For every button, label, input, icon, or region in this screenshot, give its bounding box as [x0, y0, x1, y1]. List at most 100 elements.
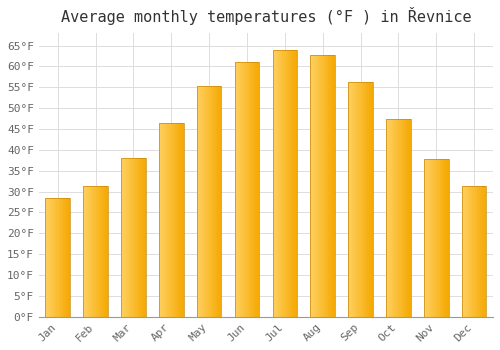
Bar [274, 50, 275, 317]
Bar [127, 158, 128, 317]
Bar [48, 198, 50, 317]
Bar [462, 186, 464, 317]
Bar [310, 55, 311, 317]
Bar [102, 186, 103, 317]
Bar [279, 50, 280, 317]
Bar [251, 62, 252, 317]
Bar [206, 86, 208, 317]
Bar [288, 50, 289, 317]
Bar [398, 119, 399, 317]
Bar [174, 123, 176, 317]
Bar [349, 82, 350, 317]
Bar [395, 119, 396, 317]
Bar [220, 86, 222, 317]
Bar [442, 159, 443, 317]
Bar [160, 123, 162, 317]
Bar [97, 186, 98, 317]
Bar [370, 82, 371, 317]
Bar [164, 123, 166, 317]
Bar [428, 159, 429, 317]
Bar [311, 55, 312, 317]
Bar [66, 198, 67, 317]
Bar [483, 186, 484, 317]
Bar [348, 82, 373, 317]
Bar [54, 198, 56, 317]
Bar [362, 82, 363, 317]
Bar [52, 198, 53, 317]
Bar [272, 50, 274, 317]
Bar [215, 86, 216, 317]
Bar [257, 62, 258, 317]
Bar [86, 186, 88, 317]
Bar [218, 86, 219, 317]
Bar [432, 159, 433, 317]
Bar [256, 62, 257, 317]
Bar [286, 50, 288, 317]
Bar [402, 119, 404, 317]
Bar [95, 186, 96, 317]
Bar [234, 62, 260, 317]
Bar [441, 159, 442, 317]
Bar [182, 123, 183, 317]
Bar [53, 198, 54, 317]
Bar [136, 158, 138, 317]
Bar [282, 50, 283, 317]
Bar [166, 123, 167, 317]
Bar [290, 50, 292, 317]
Bar [200, 86, 201, 317]
Bar [359, 82, 360, 317]
Bar [464, 186, 465, 317]
Bar [170, 123, 172, 317]
Bar [122, 158, 123, 317]
Bar [482, 186, 483, 317]
Bar [214, 86, 215, 317]
Bar [128, 158, 130, 317]
Bar [252, 62, 254, 317]
Bar [367, 82, 368, 317]
Bar [208, 86, 209, 317]
Bar [296, 50, 297, 317]
Bar [312, 55, 313, 317]
Bar [391, 119, 392, 317]
Bar [236, 62, 237, 317]
Bar [446, 159, 447, 317]
Bar [348, 82, 349, 317]
Bar [465, 186, 466, 317]
Bar [121, 158, 146, 317]
Bar [140, 158, 141, 317]
Bar [484, 186, 485, 317]
Bar [466, 186, 468, 317]
Bar [405, 119, 406, 317]
Bar [390, 119, 391, 317]
Bar [134, 158, 135, 317]
Bar [480, 186, 482, 317]
Bar [406, 119, 408, 317]
Bar [471, 186, 472, 317]
Bar [364, 82, 366, 317]
Bar [58, 198, 59, 317]
Bar [216, 86, 218, 317]
Bar [485, 186, 486, 317]
Bar [331, 55, 332, 317]
Bar [409, 119, 410, 317]
Bar [314, 55, 316, 317]
Bar [316, 55, 317, 317]
Bar [254, 62, 255, 317]
Bar [65, 198, 66, 317]
Bar [293, 50, 294, 317]
Bar [168, 123, 169, 317]
Bar [322, 55, 324, 317]
Bar [64, 198, 65, 317]
Bar [162, 123, 163, 317]
Bar [401, 119, 402, 317]
Title: Average monthly temperatures (°F ) in Řevnice: Average monthly temperatures (°F ) in Ře… [60, 7, 471, 25]
Bar [173, 123, 174, 317]
Bar [240, 62, 242, 317]
Bar [360, 82, 362, 317]
Bar [210, 86, 211, 317]
Bar [321, 55, 322, 317]
Bar [234, 62, 236, 317]
Bar [354, 82, 355, 317]
Bar [437, 159, 438, 317]
Bar [440, 159, 441, 317]
